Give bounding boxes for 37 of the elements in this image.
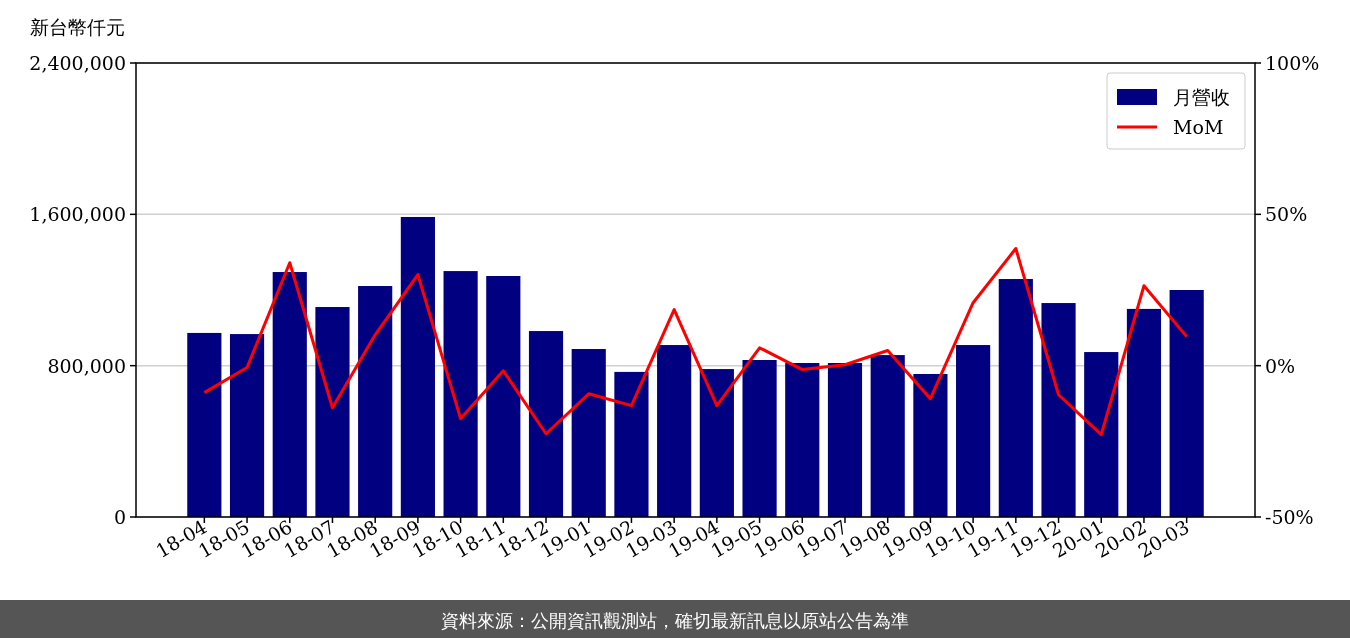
- bar: [571, 349, 606, 517]
- y-axis-title: 新台幣仟元: [30, 16, 125, 38]
- y2-tick-label: 50%: [1265, 203, 1308, 226]
- y-tick-label: 800,000: [47, 354, 126, 377]
- legend-label: 月營收: [1173, 86, 1230, 108]
- bar: [785, 363, 820, 517]
- y-tick-label: 0: [113, 506, 126, 528]
- bar: [998, 279, 1033, 517]
- bar: [827, 363, 863, 517]
- y-tick-label: 1,600,000: [29, 203, 126, 226]
- bar: [1126, 308, 1162, 517]
- y2-tick-label: -50%: [1265, 506, 1314, 528]
- bar: [1084, 352, 1119, 517]
- bar: [956, 345, 991, 517]
- bar: [486, 276, 521, 517]
- bar: [528, 331, 564, 517]
- bar: [187, 332, 222, 517]
- y2-tick-label: 100%: [1265, 52, 1320, 74]
- bar: [400, 216, 435, 517]
- bar: [272, 272, 307, 517]
- bar: [443, 271, 478, 517]
- y2-tick-label: 0%: [1265, 354, 1296, 377]
- bar: [742, 359, 777, 517]
- bar: [229, 334, 265, 517]
- bar: [315, 307, 350, 517]
- y-tick-label: 2,400,000: [29, 52, 126, 74]
- bar: [699, 369, 734, 517]
- bar: [358, 286, 393, 517]
- line-series: [202, 247, 1189, 437]
- bar: [1041, 303, 1076, 517]
- bar: [870, 355, 905, 517]
- source-note: 資料來源：公開資訊觀測站，確切最新訊息以原站公告為準: [441, 610, 909, 631]
- legend-label: MoM: [1173, 116, 1224, 138]
- bar: [1169, 290, 1204, 517]
- bar: [614, 371, 649, 517]
- bar: [913, 373, 948, 517]
- bar: [657, 345, 692, 517]
